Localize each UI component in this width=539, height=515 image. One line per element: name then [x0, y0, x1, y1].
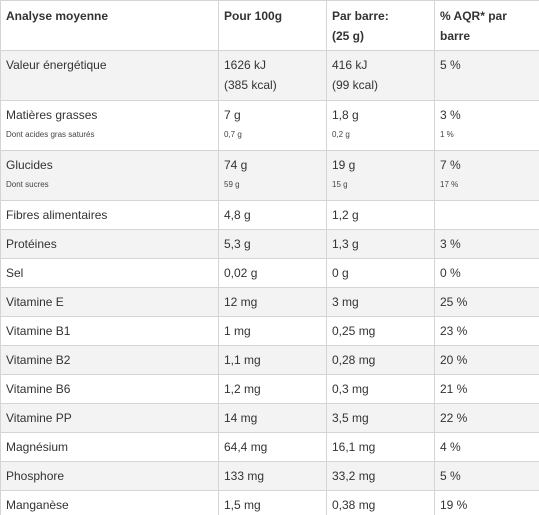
row-per100: 5,3 g [219, 230, 327, 259]
header-pour-100g: Pour 100g [219, 1, 327, 51]
row-aqr: 4 % [435, 433, 539, 462]
row-per100: 1,2 mg [219, 375, 327, 404]
row-aqr: 0 % [435, 259, 539, 288]
table-row: Manganèse 1,5 mg 0,38 mg 19 % [1, 491, 539, 515]
row-aqr: 7 % 17 % [435, 151, 539, 201]
table-row: Fibres alimentaires 4,8 g 1,2 g [1, 201, 539, 230]
row-aqr: 20 % [435, 346, 539, 375]
table-row: Vitamine B1 1 mg 0,25 mg 23 % [1, 317, 539, 346]
table-row: Matières grasses Dont acides gras saturé… [1, 101, 539, 151]
row-aqr: 21 % [435, 375, 539, 404]
row-aqr: 25 % [435, 288, 539, 317]
table-row: Phosphore 133 mg 33,2 mg 5 % [1, 462, 539, 491]
table-row: Protéines 5,3 g 1,3 g 3 % [1, 230, 539, 259]
row-per100: 133 mg [219, 462, 327, 491]
row-label: Phosphore [1, 462, 219, 491]
table-row: Valeur énergétique 1626 kJ (385 kcal) 41… [1, 51, 539, 101]
header-analyse: Analyse moyenne [1, 1, 219, 51]
row-label: Sel [1, 259, 219, 288]
row-perbar: 416 kJ (99 kcal) [327, 51, 435, 101]
table-header-row: Analyse moyenne Pour 100g Par barre: (25… [1, 1, 539, 51]
row-label: Vitamine E [1, 288, 219, 317]
row-label: Vitamine B2 [1, 346, 219, 375]
row-perbar: 0,25 mg [327, 317, 435, 346]
table-row: Glucides Dont sucres 74 g 59 g 19 g 15 g… [1, 151, 539, 201]
table-row: Sel 0,02 g 0 g 0 % [1, 259, 539, 288]
row-perbar: 0 g [327, 259, 435, 288]
row-perbar: 0,28 mg [327, 346, 435, 375]
row-perbar: 0,38 mg [327, 491, 435, 515]
row-aqr: 23 % [435, 317, 539, 346]
header-par-barre: Par barre: (25 g) [327, 1, 435, 51]
row-label: Vitamine PP [1, 404, 219, 433]
row-perbar: 1,8 g 0,2 g [327, 101, 435, 151]
row-per100: 4,8 g [219, 201, 327, 230]
row-aqr: 3 % [435, 230, 539, 259]
row-label: Protéines [1, 230, 219, 259]
row-label: Fibres alimentaires [1, 201, 219, 230]
row-per100: 74 g 59 g [219, 151, 327, 201]
row-per100: 1,5 mg [219, 491, 327, 515]
row-perbar: 33,2 mg [327, 462, 435, 491]
row-label: Valeur énergétique [1, 51, 219, 101]
table-row: Vitamine E 12 mg 3 mg 25 % [1, 288, 539, 317]
row-aqr: 3 % 1 % [435, 101, 539, 151]
row-per100: 14 mg [219, 404, 327, 433]
row-label: Glucides Dont sucres [1, 151, 219, 201]
row-perbar: 3,5 mg [327, 404, 435, 433]
table-row: Vitamine B6 1,2 mg 0,3 mg 21 % [1, 375, 539, 404]
row-perbar: 19 g 15 g [327, 151, 435, 201]
row-aqr: 5 % [435, 51, 539, 101]
row-per100: 64,4 mg [219, 433, 327, 462]
row-perbar: 3 mg [327, 288, 435, 317]
row-label: Matières grasses Dont acides gras saturé… [1, 101, 219, 151]
row-label: Manganèse [1, 491, 219, 515]
header-aqr: % AQR* par barre [435, 1, 539, 51]
row-per100: 1,1 mg [219, 346, 327, 375]
row-perbar: 16,1 mg [327, 433, 435, 462]
row-per100: 1 mg [219, 317, 327, 346]
row-label: Vitamine B6 [1, 375, 219, 404]
row-perbar: 0,3 mg [327, 375, 435, 404]
row-per100: 7 g 0,7 g [219, 101, 327, 151]
row-per100: 1626 kJ (385 kcal) [219, 51, 327, 101]
row-aqr: 5 % [435, 462, 539, 491]
row-aqr: 22 % [435, 404, 539, 433]
row-aqr: 19 % [435, 491, 539, 515]
table-row: Magnésium 64,4 mg 16,1 mg 4 % [1, 433, 539, 462]
row-per100: 0,02 g [219, 259, 327, 288]
table-row: Vitamine PP 14 mg 3,5 mg 22 % [1, 404, 539, 433]
row-label: Magnésium [1, 433, 219, 462]
row-aqr [435, 201, 539, 230]
row-perbar: 1,3 g [327, 230, 435, 259]
row-perbar: 1,2 g [327, 201, 435, 230]
row-per100: 12 mg [219, 288, 327, 317]
table-row: Vitamine B2 1,1 mg 0,28 mg 20 % [1, 346, 539, 375]
row-label: Vitamine B1 [1, 317, 219, 346]
